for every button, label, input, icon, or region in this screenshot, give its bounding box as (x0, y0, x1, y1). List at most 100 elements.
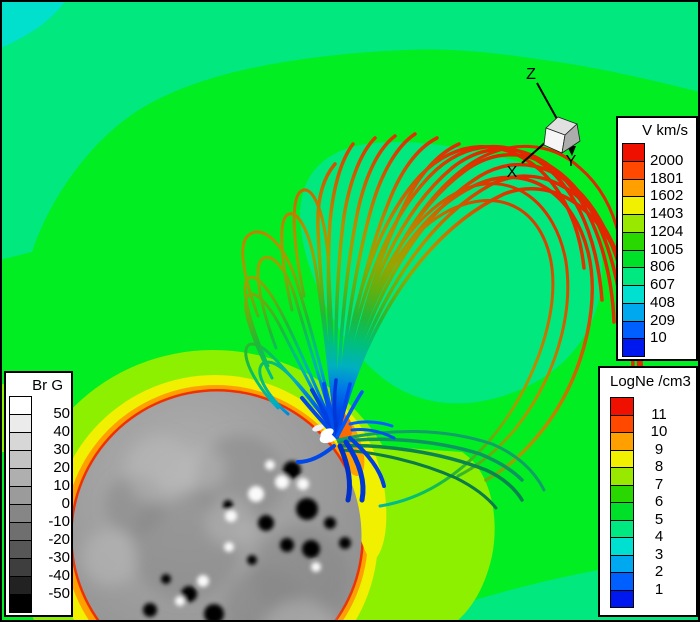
faculae-white (297, 478, 309, 490)
color-swatch (9, 558, 32, 577)
color-swatch (622, 267, 645, 286)
tick-label: 5 (654, 510, 664, 528)
tick-label: 4 (654, 528, 664, 545)
tick-label: 10 (53, 477, 70, 494)
tick-label: -30 (48, 549, 70, 566)
faculae-white (265, 460, 275, 470)
field-line (337, 437, 524, 482)
color-swatch (9, 522, 32, 541)
field-line (243, 275, 339, 438)
contour-spring-band (0, 0, 700, 260)
contour-lightgreen-right (372, 446, 495, 622)
field-line (335, 147, 616, 438)
tick-label: 50 (53, 405, 70, 422)
color-swatch (610, 537, 634, 556)
field-line (256, 255, 339, 438)
sunspot-black (181, 586, 197, 602)
sunspot-black (302, 540, 320, 558)
field-line (335, 182, 570, 478)
light-mottle (82, 530, 138, 586)
field-line (258, 360, 339, 438)
light-mottle (126, 436, 194, 504)
tick-label: 20 (53, 459, 70, 476)
color-swatch (622, 249, 645, 269)
tick-label: 10 (650, 423, 668, 440)
tick-label: 1005 (650, 240, 684, 258)
color-swatch (622, 143, 645, 162)
color-swatch (622, 178, 645, 198)
field-line (296, 444, 336, 464)
color-swatch (610, 467, 634, 486)
tick-label: 3 (654, 545, 664, 563)
field-line (335, 390, 364, 439)
field-line (348, 436, 386, 488)
tick-label: 10 (650, 329, 667, 347)
sunspot-black (204, 604, 224, 622)
field-line (335, 134, 397, 438)
contour-cyan-corner (0, 0, 66, 48)
field-line (338, 443, 524, 502)
tick-label: 1403 (650, 205, 684, 222)
tick-label: 0 (61, 495, 70, 512)
color-swatch (9, 576, 32, 595)
color-swatch (622, 320, 645, 340)
color-swatch (9, 540, 32, 559)
sunspot-black (258, 515, 274, 531)
field-line (333, 136, 377, 438)
field-line (241, 230, 339, 438)
axis-z-line (536, 82, 558, 120)
faculae-white (175, 596, 185, 606)
sunspot-black (296, 498, 318, 520)
axis-y-label: Y (566, 153, 577, 170)
tick-label: 2 (654, 563, 664, 580)
color-swatch (9, 450, 32, 469)
color-swatch (9, 504, 32, 523)
faculae-white (225, 510, 237, 522)
color-swatch (9, 594, 32, 613)
field-line (339, 448, 498, 510)
contour-spring-blob (300, 142, 603, 404)
color-swatch (9, 432, 32, 451)
tick-label: 209 (650, 311, 676, 329)
field-line (280, 212, 339, 438)
light-mottle (206, 498, 254, 546)
tick-label: 11 (651, 405, 667, 423)
color-swatch (610, 519, 634, 538)
tick-label: -40 (48, 567, 70, 584)
color-swatch (610, 484, 634, 503)
faculae-white (224, 542, 234, 552)
tick-label: 1602 (650, 187, 684, 205)
color-swatch (9, 486, 32, 505)
tick-label: -50 (48, 585, 70, 602)
faculae-white (275, 475, 289, 489)
color-swatch (622, 338, 645, 357)
axis-x-line (521, 140, 548, 164)
legend-br-panel: Br G 50 40 30 20 10 0 -10 -20 -30 -40 -50 (4, 371, 73, 617)
tick-label: 30 (53, 441, 70, 458)
color-swatch (610, 397, 634, 416)
sunspot-black (247, 555, 257, 565)
tick-label: -20 (48, 531, 70, 548)
field-line (292, 188, 339, 438)
color-swatch (610, 432, 634, 451)
active-region-highlight (320, 428, 334, 438)
faculae-white (311, 562, 321, 572)
tick-label: 806 (650, 258, 676, 276)
axis-triad: Z X Y (507, 66, 581, 181)
field-line (326, 142, 355, 438)
color-swatch (610, 589, 634, 608)
sunspot-black (280, 538, 294, 552)
color-swatch (622, 214, 645, 233)
field-line (332, 378, 339, 439)
faculae-white (248, 486, 264, 502)
axis-z-label: Z (526, 66, 536, 83)
tick-label: 40 (53, 423, 70, 440)
field-line (335, 144, 604, 438)
field-line (350, 428, 396, 440)
color-swatch (9, 396, 32, 415)
light-mottle (264, 600, 336, 622)
axis-cube-right (561, 123, 581, 154)
